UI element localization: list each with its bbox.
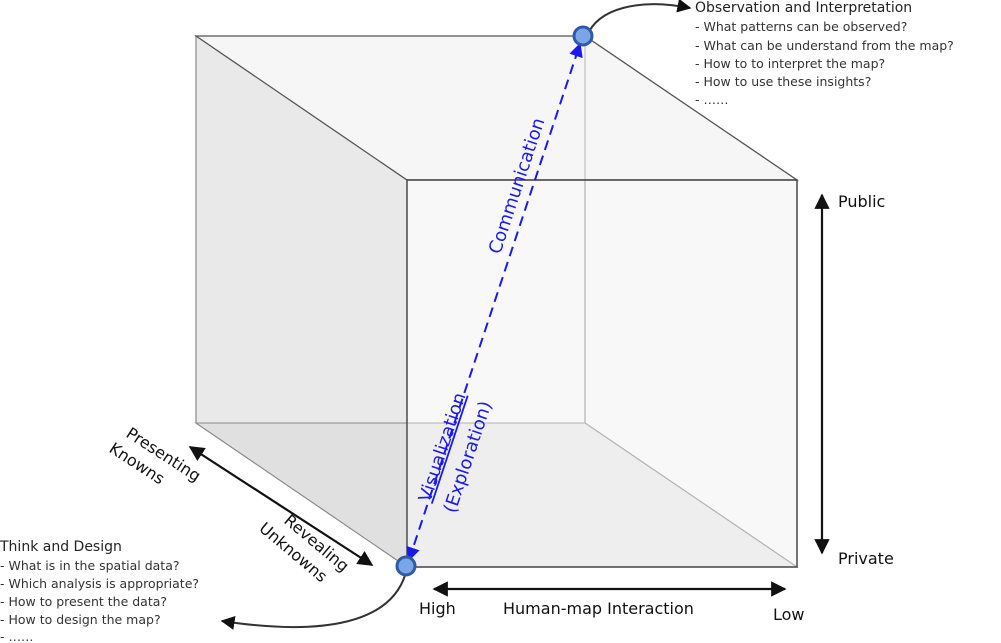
design-note-item: - What is in the spatial data?: [0, 558, 180, 573]
observation-note: Observation and Interpretation - What pa…: [695, 0, 954, 107]
high-label: High: [419, 599, 456, 618]
top-connector-curve: [586, 0, 692, 37]
design-note: Think and Design - What is in the spatia…: [0, 539, 199, 643]
private-label: Private: [838, 549, 894, 568]
observation-note-title: Observation and Interpretation: [695, 0, 912, 16]
design-note-item: - Which analysis is appropriate?: [0, 576, 199, 591]
bottom-node: [395, 555, 417, 577]
observation-note-item: - ……: [695, 92, 728, 107]
observation-note-item: - What patterns can be observed?: [695, 19, 907, 34]
presenting-knowns-label: Presenting Knowns: [106, 423, 204, 488]
cube: [194, 34, 799, 569]
top-node: [572, 25, 594, 47]
design-note-title: Think and Design: [0, 539, 122, 555]
design-note-item: - ……: [0, 629, 33, 643]
observation-note-item: - How to use these insights?: [695, 74, 871, 89]
observation-note-item: - How to to interpret the map?: [695, 56, 885, 71]
design-note-item: - How to present the data?: [0, 594, 167, 609]
low-label: Low: [773, 605, 805, 624]
design-note-item: - How to design the map?: [0, 612, 161, 627]
diagonal-dashed-arrow: [406, 42, 583, 562]
public-label: Public: [838, 192, 885, 211]
depth-axis-arrow: [188, 446, 374, 566]
bottom-connector-curve: [220, 567, 408, 630]
observation-note-item: - What can be understand from the map?: [695, 38, 954, 53]
interaction-label: Human-map Interaction: [503, 599, 694, 618]
cube-front-face: [406, 179, 798, 568]
